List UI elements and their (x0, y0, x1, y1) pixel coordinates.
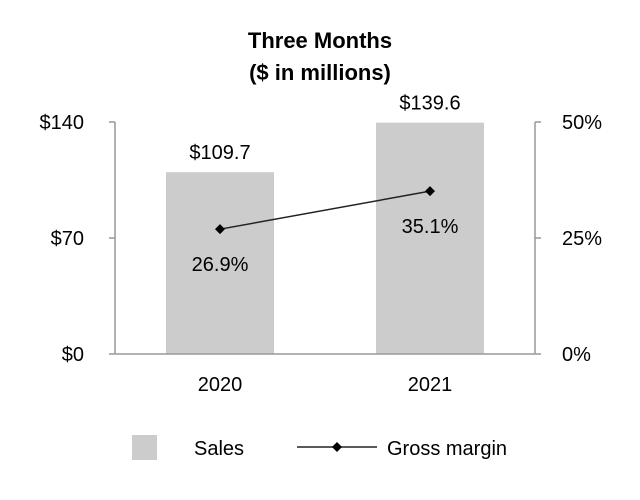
line-data-label: 35.1% (402, 216, 459, 238)
bar-data-label: $109.7 (189, 142, 250, 164)
legend-swatch-sales (132, 435, 157, 460)
chart-title: Three Months (247, 28, 393, 53)
marker-gross-margin-2021 (425, 186, 435, 197)
line-data-label: 26.9% (192, 254, 249, 276)
bar-data-label: $139.6 (399, 93, 460, 115)
bar-sales-2021 (376, 122, 484, 354)
line-gross-margin (219, 190, 431, 230)
x-tick-label: 2021 (408, 374, 453, 396)
legend-label-gross-margin: Gross margin (387, 438, 507, 460)
marker-gross-margin-2020 (215, 224, 225, 235)
legend-label-sales: Sales (194, 438, 244, 460)
y-tick-label-left: $0 (62, 344, 84, 366)
y-tick-label-left: $140 (40, 112, 85, 134)
y-tick-label-right: 50% (562, 112, 602, 134)
legend-marker-gross-margin (332, 442, 342, 452)
y-tick-label-right: 0% (562, 344, 591, 366)
y-tick-label-left: $70 (51, 228, 84, 250)
x-tick-label: 2020 (198, 374, 243, 396)
bar-sales-2020 (166, 172, 274, 354)
y-tick-label-right: 25% (562, 228, 602, 250)
chart-subtitle: ($ in millions) (249, 60, 391, 85)
